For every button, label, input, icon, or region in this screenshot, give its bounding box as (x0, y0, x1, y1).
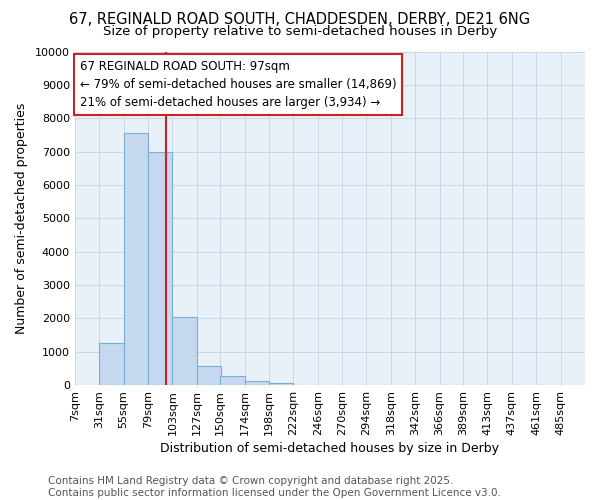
Text: Size of property relative to semi-detached houses in Derby: Size of property relative to semi-detach… (103, 25, 497, 38)
Bar (99, 344, 124, 385)
Bar (269, 383, 293, 385)
Bar (148, 152, 172, 385)
Text: Contains HM Land Registry data © Crown copyright and database right 2025.
Contai: Contains HM Land Registry data © Crown c… (48, 476, 501, 498)
Bar (197, 366, 221, 385)
Text: 67 REGINALD ROAD SOUTH: 97sqm
← 79% of semi-detached houses are smaller (14,869): 67 REGINALD ROAD SOUTH: 97sqm ← 79% of s… (80, 60, 397, 109)
Y-axis label: Number of semi-detached properties: Number of semi-detached properties (15, 102, 28, 334)
Bar (220, 376, 245, 385)
Bar (124, 133, 148, 385)
Bar (172, 316, 197, 385)
X-axis label: Distribution of semi-detached houses by size in Derby: Distribution of semi-detached houses by … (160, 442, 499, 455)
Bar (245, 381, 269, 385)
Text: 67, REGINALD ROAD SOUTH, CHADDESDEN, DERBY, DE21 6NG: 67, REGINALD ROAD SOUTH, CHADDESDEN, DER… (70, 12, 530, 28)
